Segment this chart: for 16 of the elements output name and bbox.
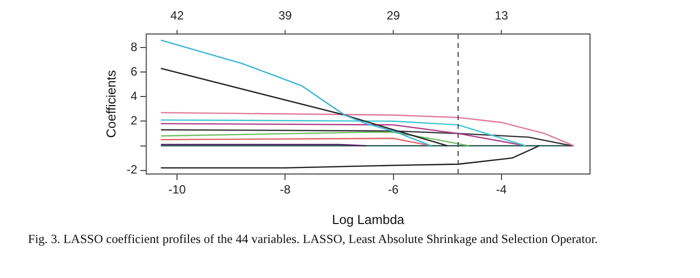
- y-tick-label: 8: [130, 40, 138, 54]
- x-tick-label: -4: [496, 182, 508, 197]
- text: 39: [278, 8, 292, 22]
- text: 29: [386, 8, 400, 22]
- text: 13: [494, 8, 508, 22]
- y-axis-title: Coefficients: [103, 70, 118, 138]
- text: 42: [170, 8, 184, 22]
- x-tick-label: -6: [388, 182, 399, 197]
- y-tick-label: -2: [126, 162, 138, 177]
- x-tick-label: -8: [280, 182, 291, 197]
- x-axis-title: Log Lambda: [332, 212, 406, 227]
- y-tick-label: 2: [130, 114, 138, 128]
- caption: Fig. 3. LASSO coefficient profiles of the 44 variables. LASSO, Least Absolute Shrinkage and Selection Operator.: [27, 232, 599, 247]
- y-tick-label: 4: [130, 88, 138, 103]
- x-tick-label: -10: [168, 182, 186, 197]
- y-tick-label: 6: [130, 64, 138, 78]
